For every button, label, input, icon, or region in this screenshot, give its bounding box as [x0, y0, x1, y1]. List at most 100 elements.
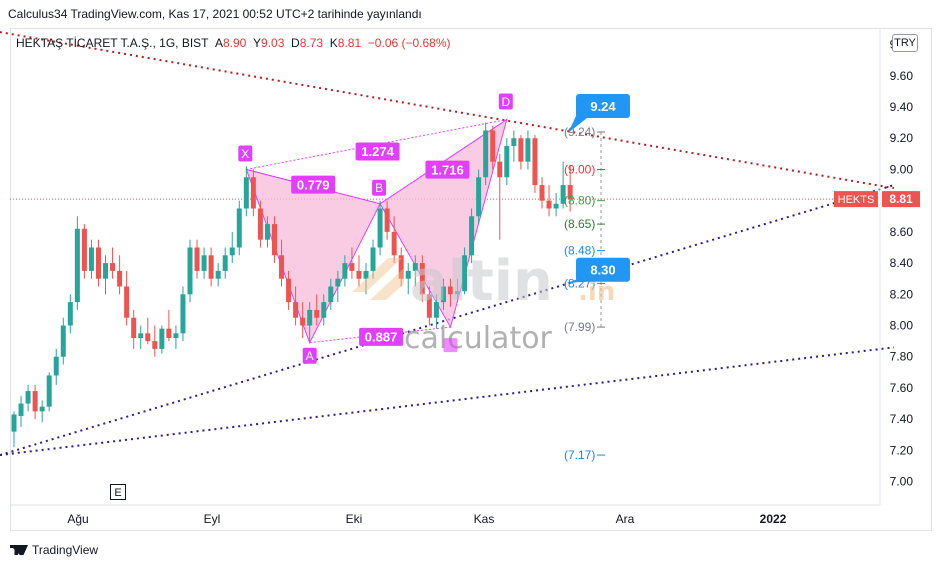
y-tick-label: 7.40 [890, 412, 914, 426]
candle [532, 135, 538, 193]
candle [194, 239, 200, 279]
point-b-label-text: B [375, 181, 383, 195]
candle-body [215, 270, 221, 279]
candle [257, 200, 263, 248]
tradingview-logo[interactable]: TradingView [10, 543, 98, 557]
candle-body [483, 130, 489, 178]
x-axis: Ağu Eyl Eki Kas Ara 2022 [10, 504, 880, 526]
candle [300, 302, 306, 339]
y-tick-label: 7.60 [890, 381, 914, 395]
candle [81, 224, 87, 279]
point-d-label-bg [498, 93, 513, 110]
candle-body [201, 255, 207, 271]
price-callout-text: 9.24 [590, 99, 616, 114]
candle [412, 255, 418, 287]
candle-body [250, 177, 256, 209]
last-price-tag: HEKTS 8.81 [834, 191, 920, 208]
watermark-text-calculator: calculator [404, 321, 553, 356]
candle-body [88, 247, 94, 271]
watermark: altin .in calculator [352, 249, 615, 356]
ratio-ac-label: 0.887 [359, 327, 404, 346]
candle [39, 400, 45, 423]
point-c-marker [443, 338, 458, 353]
candle-body [469, 216, 475, 256]
close-label: K [329, 36, 338, 50]
candle [53, 348, 59, 385]
candle [103, 255, 109, 295]
projection-level-label: (8.48) [564, 244, 595, 258]
candle-body [314, 309, 320, 318]
candle-body [405, 270, 411, 279]
point-a-label-bg [302, 347, 317, 364]
symbol-legend: HEKTAŞ TİCARET T.A.Ş., 1G, BIST A8.90 Y9… [16, 36, 451, 50]
open-value: 8.90 [222, 36, 247, 50]
events-marker[interactable]: E [110, 484, 126, 500]
candle-body [208, 255, 214, 279]
candle [222, 247, 228, 279]
candles [11, 122, 573, 448]
currency-button[interactable]: TRY [892, 34, 918, 52]
candle-body [398, 255, 404, 279]
last-price-symbol: HEKTS [838, 194, 875, 206]
candle [307, 302, 313, 342]
y-tick-label: 7.00 [890, 475, 914, 489]
high-value: 9.03 [261, 36, 285, 50]
candle-body [159, 328, 165, 349]
candle-body [553, 203, 559, 209]
candle-body [271, 224, 277, 256]
candle [462, 247, 468, 295]
y-tick-label: 9.20 [890, 131, 914, 145]
candle-body [138, 333, 144, 339]
candle-body [518, 138, 524, 162]
candle-body [67, 302, 73, 326]
candle-body [243, 177, 249, 209]
candle [490, 125, 496, 170]
candle [264, 216, 270, 248]
candle-body [11, 414, 17, 432]
candle-body [117, 270, 123, 287]
ratio-xb-label-bg [291, 175, 336, 194]
candle [88, 239, 94, 279]
candle [553, 192, 559, 217]
candle-body [81, 228, 87, 271]
candle-body [32, 391, 38, 412]
point-x-label-text: X [241, 147, 249, 161]
ratio-xd-label-text: 1.274 [361, 144, 394, 159]
candle [67, 294, 73, 334]
projection-level-label: (7.17) [564, 448, 595, 462]
price-callout: 8.30 [567, 257, 630, 283]
candle [518, 135, 524, 170]
support-lower-trendline [0, 346, 895, 457]
candle-body [180, 294, 186, 334]
candle-body [222, 255, 228, 271]
x-tick-label: Eyl [204, 512, 221, 526]
publication-info: Calculus34 TradingView.com, Kas 17, 2021… [8, 7, 422, 21]
ratio-ac-label-text: 0.887 [365, 330, 398, 345]
candle-body [173, 333, 179, 339]
point-b-label-bg [372, 179, 387, 196]
candle [293, 286, 299, 326]
xab-triangle [245, 168, 381, 344]
candle [166, 309, 172, 342]
candle-body [546, 200, 552, 209]
candle-body [194, 247, 200, 271]
candle-body [370, 247, 376, 271]
price-callout-text: 8.30 [590, 263, 615, 278]
candle-body [257, 208, 263, 240]
candle-body [25, 391, 31, 404]
candle [131, 309, 137, 349]
candle [187, 239, 193, 303]
price-callout-bg [576, 94, 630, 119]
candle [60, 317, 66, 365]
candle [271, 216, 277, 264]
candle [215, 263, 221, 287]
candle-body [187, 247, 193, 295]
price-callout-bg [576, 257, 630, 282]
candle [173, 325, 179, 349]
candle [180, 286, 186, 342]
candle-body [18, 403, 24, 417]
projection-level-label: (7.99) [564, 320, 595, 334]
candle [152, 325, 158, 357]
candle-body [377, 208, 383, 248]
